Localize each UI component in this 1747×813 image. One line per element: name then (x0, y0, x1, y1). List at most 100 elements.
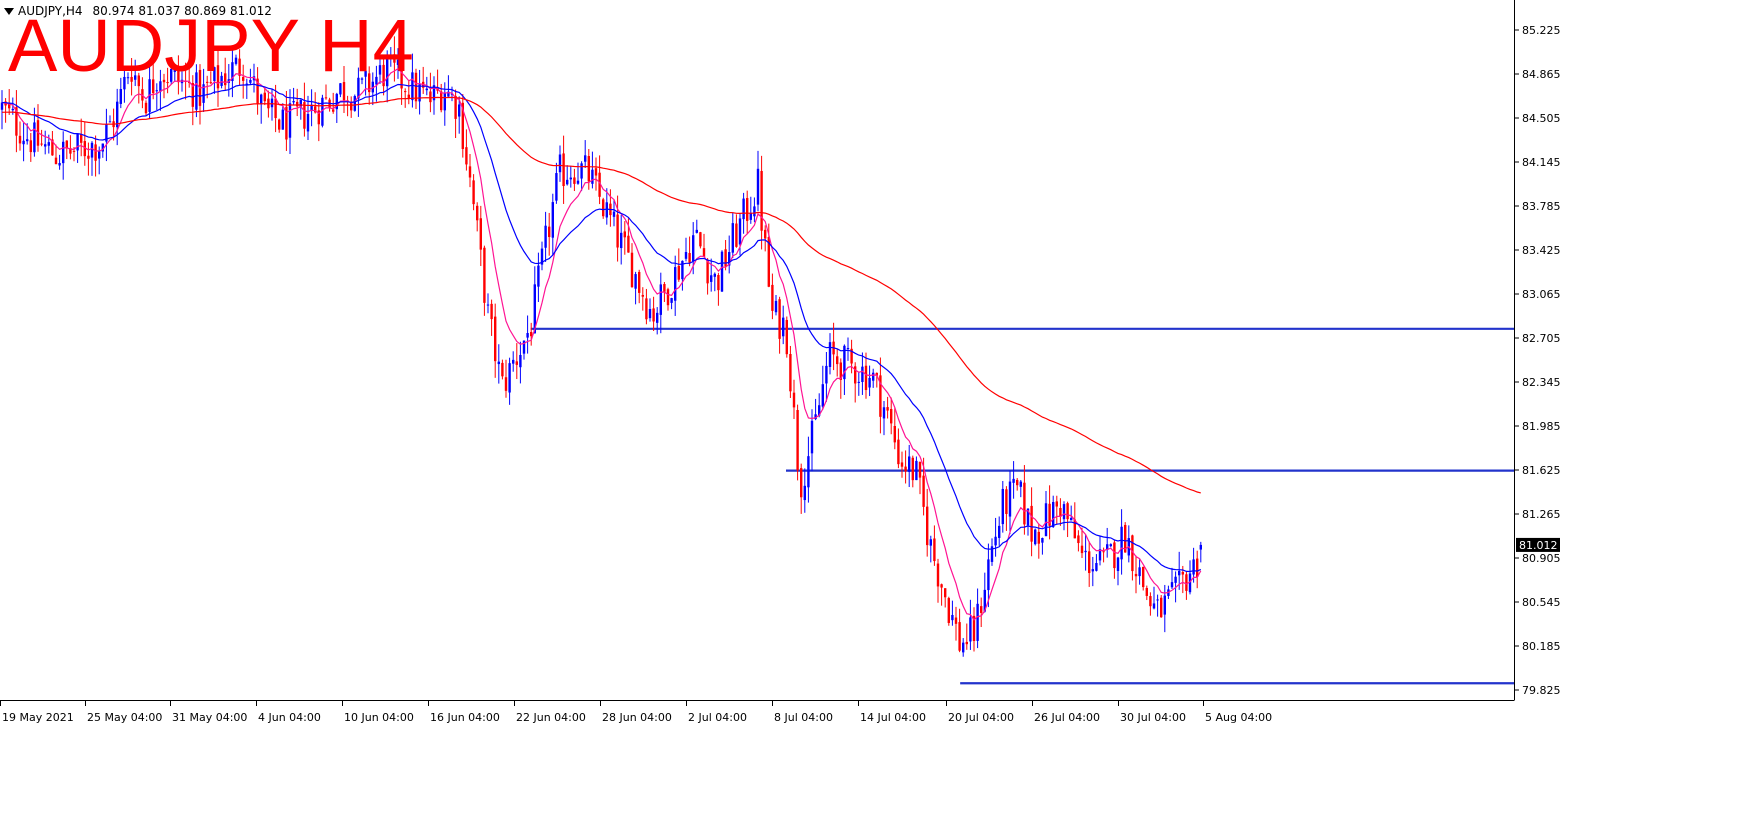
candle-body (1052, 502, 1055, 528)
price-tick-label: 80.905 (1522, 552, 1561, 565)
candle-body (83, 141, 86, 157)
time-tick-label: 10 Jun 04:00 (344, 711, 414, 724)
candle-body (540, 248, 544, 265)
candle-body (584, 155, 587, 162)
candle-body (404, 91, 407, 93)
candle-body (576, 180, 580, 184)
candle (854, 362, 857, 403)
candle-body (810, 420, 814, 454)
candle-body (929, 539, 932, 546)
candle (371, 72, 374, 106)
candle-body (980, 606, 983, 613)
candle-body (191, 82, 194, 107)
candle-body (15, 107, 18, 136)
candle-body (814, 414, 817, 420)
candle (458, 96, 461, 134)
candle-body (940, 584, 943, 588)
candle-body (1023, 482, 1026, 525)
time-axis[interactable]: 19 May 2021 25 May 04:00 31 May 04:00 4 Jun… (0, 700, 1273, 724)
candle-body (933, 538, 936, 562)
candle (303, 82, 306, 137)
candle (44, 130, 47, 155)
candle-body (512, 359, 515, 364)
candle-body (245, 83, 248, 85)
candle (1145, 585, 1148, 601)
candle-body (936, 563, 940, 587)
candle (756, 150, 760, 212)
candle (627, 218, 630, 253)
candle-body (771, 284, 774, 311)
candle (80, 118, 83, 157)
candle (393, 36, 396, 82)
chart-menu-triangle-icon[interactable] (4, 7, 14, 15)
candle (771, 273, 774, 320)
candle-body (443, 93, 446, 111)
candle-body (371, 81, 374, 93)
candle (256, 67, 259, 115)
candle-body (1059, 507, 1062, 517)
candle-body (670, 298, 673, 303)
candle-body (990, 546, 994, 562)
candle (537, 252, 540, 303)
candle (1080, 527, 1084, 559)
candle (821, 365, 824, 410)
price-axis[interactable]: 85.225 84.865 84.505 84.145 83.785 83.425 83.0… (0, 0, 1561, 701)
candle-body (983, 589, 986, 612)
candle-body (634, 274, 637, 289)
chart-header: AUDJPY,H4 80.974 81.037 80.869 81.012 (0, 0, 272, 22)
candle-body (22, 140, 25, 145)
candle-body (573, 177, 576, 184)
candle-body (1109, 544, 1112, 547)
candle (1196, 550, 1199, 589)
candle (29, 132, 32, 162)
candle-body (954, 617, 958, 624)
candle (900, 451, 904, 478)
candle (548, 212, 551, 256)
candle-body (263, 92, 266, 102)
candle-body (274, 98, 277, 119)
candle-body (1095, 563, 1098, 571)
candle (1019, 479, 1022, 498)
candle-body (526, 333, 529, 338)
time-tick-label: 14 Jul 04:00 (860, 711, 926, 724)
candle-body (774, 300, 778, 313)
candle (1001, 481, 1004, 533)
candle (893, 407, 896, 450)
candle (951, 600, 954, 626)
candle-body (652, 308, 655, 322)
ma-mid-line (1, 83, 1202, 573)
candle-body (393, 54, 396, 63)
candle (101, 143, 104, 158)
candle-body (321, 97, 324, 126)
candle (285, 90, 288, 151)
candle (933, 525, 936, 566)
candle-body (418, 84, 421, 102)
time-tick-label: 19 May 2021 (2, 711, 74, 724)
candle (562, 135, 565, 204)
candle (652, 296, 655, 331)
candle (1185, 571, 1188, 600)
candle (965, 623, 968, 650)
candle-body (490, 303, 493, 320)
candle-body (98, 151, 101, 159)
candle-body (299, 99, 302, 107)
candle-body (699, 232, 702, 247)
candle-body (875, 372, 878, 376)
candle-body (1185, 574, 1188, 591)
candle (1134, 555, 1138, 594)
candle-body (454, 95, 457, 119)
candle (137, 72, 140, 104)
candle (908, 444, 911, 488)
candle-body (882, 407, 886, 419)
candle (317, 102, 320, 142)
candle (263, 88, 266, 106)
candle-body (281, 109, 284, 130)
candle-body (332, 109, 335, 112)
candle-body (530, 331, 533, 337)
candle-body (166, 82, 169, 84)
candle (810, 409, 814, 472)
candle-body (1005, 489, 1008, 514)
candle (566, 165, 569, 186)
